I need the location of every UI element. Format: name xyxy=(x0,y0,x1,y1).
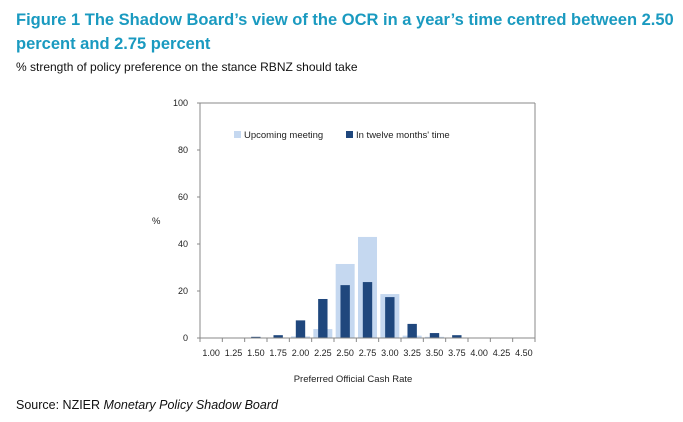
y-tick-label: 80 xyxy=(178,145,188,155)
bar-twelve-months xyxy=(273,335,283,338)
x-tick-label: 3.25 xyxy=(403,348,421,358)
x-tick-label: 1.25 xyxy=(225,348,243,358)
legend: Upcoming meeting In twelve months' time xyxy=(234,130,450,141)
figure-subtitle: % strength of policy preference on the s… xyxy=(16,60,358,74)
x-tick-label: 1.75 xyxy=(269,348,287,358)
source-prefix: Source: NZIER xyxy=(16,398,104,412)
bar-twelve-months xyxy=(429,333,440,338)
x-tick-label: 4.00 xyxy=(470,348,488,358)
source-title: Monetary Policy Shadow Board xyxy=(103,398,278,412)
x-tick-label: 1.00 xyxy=(202,348,220,358)
bar-chart: 0 20 40 60 80 100 1.00 1.25 1.50 1.75 2.00 2.25 2.5… xyxy=(152,98,536,385)
x-tick-label: 2.50 xyxy=(336,348,354,358)
source-note: Source: NZIER Monetary Policy Shadow Boa… xyxy=(16,398,278,412)
bar-twelve-months xyxy=(295,320,306,338)
x-tick-label: 3.50 xyxy=(426,348,444,358)
legend-swatch-upcoming xyxy=(234,131,241,138)
x-tick-label: 3.00 xyxy=(381,348,399,358)
bar-twelve-months xyxy=(452,335,462,338)
bar-twelve-months xyxy=(340,285,350,338)
legend-swatch-twelve-months xyxy=(346,131,353,138)
x-tick-label: 3.75 xyxy=(448,348,466,358)
x-axis-label: Preferred Official Cash Rate xyxy=(294,374,413,385)
bar-twelve-months xyxy=(385,297,395,338)
y-axis-label: % xyxy=(152,216,161,227)
bar-twelve-months xyxy=(407,323,417,338)
legend-label-upcoming: Upcoming meeting xyxy=(244,130,323,141)
y-tick-label: 100 xyxy=(173,98,188,108)
x-tick-label: 4.25 xyxy=(493,348,511,358)
y-tick-label: 0 xyxy=(183,333,188,343)
figure-title: Figure 1 The Shadow Board’s view of the … xyxy=(16,11,674,53)
x-tick-label: 2.75 xyxy=(359,348,377,358)
y-tick-label: 60 xyxy=(178,192,188,202)
x-tick-label: 4.50 xyxy=(515,348,533,358)
y-tick-label: 40 xyxy=(178,239,188,249)
x-tick-label: 1.50 xyxy=(247,348,265,358)
x-tick-label: 2.25 xyxy=(314,348,332,358)
bar-twelve-months xyxy=(362,282,373,338)
bar-twelve-months xyxy=(318,298,328,338)
x-tick-label: 2.00 xyxy=(292,348,310,358)
bar-twelve-months xyxy=(251,336,261,338)
y-tick-label: 20 xyxy=(178,286,188,296)
legend-label-twelve-months: In twelve months' time xyxy=(356,130,450,141)
